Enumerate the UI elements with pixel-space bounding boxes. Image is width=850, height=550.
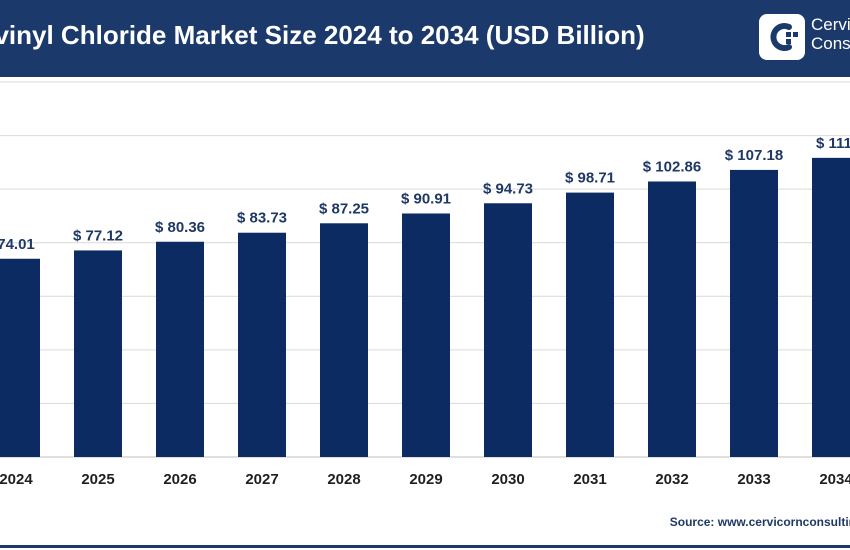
- bar-2030: [484, 203, 532, 457]
- title-banner: yvinyl Chloride Market Size 2024 to 2034…: [0, 0, 850, 77]
- source-note: Source: www.cervicornconsultin: [669, 515, 850, 529]
- x-tick-2034: 2034: [819, 471, 850, 488]
- x-tick-2028: 2028: [327, 471, 360, 488]
- x-tick-2029: 2029: [409, 471, 442, 488]
- bar-2031: [566, 192, 614, 457]
- bar-2024: [0, 258, 40, 457]
- x-axis-ticks: 2024 2025 2026 2027 2028 2029 2030 2031 2032 2033…: [0, 471, 850, 488]
- bar-2026: [156, 241, 204, 457]
- x-tick-2032: 2032: [655, 471, 688, 488]
- data-label-2030: $ 94.73: [483, 180, 533, 197]
- bar-2025: [74, 250, 122, 457]
- data-label-2027: $ 83.73: [237, 210, 287, 227]
- x-tick-2024: 2024: [0, 471, 33, 488]
- x-tick-2031: 2031: [573, 471, 606, 488]
- data-label-2025: $ 77.12: [73, 227, 123, 244]
- data-label-2032: $ 102.86: [643, 158, 701, 175]
- data-label-2033: $ 107.18: [725, 147, 783, 164]
- logo-line-2: Consu: [811, 34, 850, 53]
- bar-2029: [402, 213, 450, 457]
- data-label-2024: 74.01: [0, 236, 35, 253]
- logo-line-1: Cervic: [811, 15, 850, 34]
- data-label-2031: $ 98.71: [565, 170, 615, 187]
- bar-2034: [812, 157, 850, 457]
- x-tick-2025: 2025: [81, 471, 114, 488]
- x-tick-2033: 2033: [737, 471, 770, 488]
- logo-icon: [770, 23, 798, 51]
- footer-divider: [0, 545, 850, 548]
- bars: [0, 157, 850, 457]
- data-label-2034: $ 111.: [816, 135, 850, 152]
- company-logo: [759, 14, 805, 60]
- x-tick-2030: 2030: [491, 471, 524, 488]
- data-label-2029: $ 90.91: [401, 190, 451, 207]
- chart-title: yvinyl Chloride Market Size 2024 to 2034…: [0, 20, 645, 50]
- bar-2027: [238, 232, 286, 457]
- x-tick-2027: 2027: [245, 471, 278, 488]
- data-label-2028: $ 87.25: [319, 200, 369, 217]
- bar-2032: [648, 181, 696, 457]
- data-label-2026: $ 80.36: [155, 219, 205, 236]
- bar-chart: 74.01 $ 77.12 $ 80.36 $ 83.73 $ 87.25 $ 90.91…: [0, 81, 850, 488]
- logo-wordmark: Cervic Consu: [811, 15, 850, 53]
- bar-2033: [730, 169, 778, 457]
- bar-2028: [320, 223, 368, 457]
- x-tick-2026: 2026: [163, 471, 196, 488]
- data-labels: 74.01 $ 77.12 $ 80.36 $ 83.73 $ 87.25 $ 90.91…: [0, 135, 850, 253]
